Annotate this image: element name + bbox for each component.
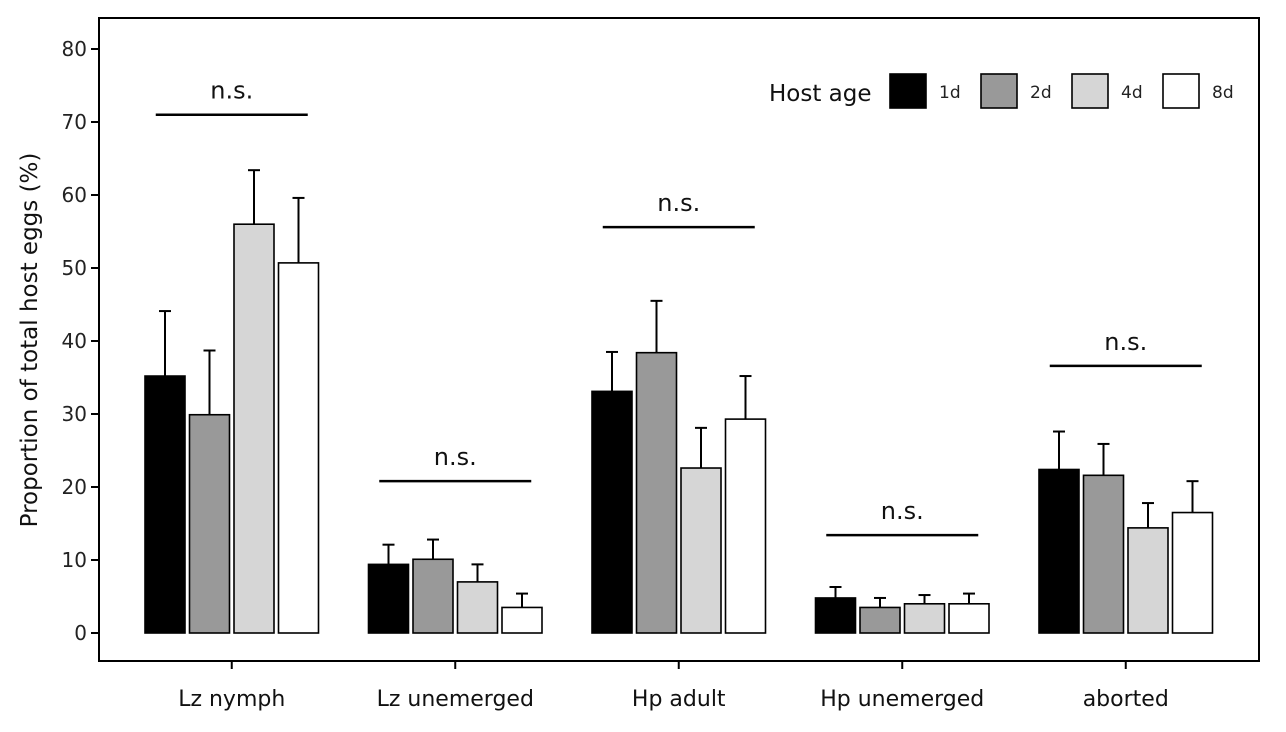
x-tick-label: Hp adult (632, 687, 726, 712)
bar (903, 602, 946, 634)
legend-title: Host age (769, 81, 872, 107)
bar (1127, 527, 1169, 634)
legend-key (889, 73, 927, 109)
bar (144, 375, 186, 634)
bar (859, 606, 901, 634)
y-tick-label: 20 (62, 475, 87, 499)
bar (1038, 468, 1080, 634)
significance-label: n.s. (881, 497, 924, 525)
y-tick-label: 50 (62, 256, 87, 280)
significance-label: n.s. (434, 443, 477, 471)
y-tick-label: 30 (62, 402, 87, 426)
legend-label: 8d (1212, 83, 1234, 103)
x-tick-label: aborted (1083, 687, 1169, 712)
x-tick-label: Lz unemerged (377, 687, 534, 712)
bar (680, 467, 722, 634)
bar (277, 262, 320, 634)
y-axis-title: Proportion of total host eggs (%) (17, 153, 43, 528)
significance-annotations: n.s. n.s. n.s. n.s. n.s. (155, 77, 1202, 537)
bars-layer (144, 223, 1214, 634)
bar (188, 413, 231, 634)
bar (367, 563, 410, 634)
bar (724, 418, 767, 634)
bar (233, 223, 275, 634)
bar (635, 351, 678, 634)
significance-label: n.s. (657, 189, 700, 217)
y-tick-label: 60 (62, 183, 87, 207)
bar (501, 606, 543, 634)
legend-label: 2d (1030, 83, 1052, 103)
legend-key (1071, 73, 1109, 109)
y-tick-label: 10 (62, 548, 87, 572)
legend-label: 4d (1121, 83, 1143, 103)
error-bars-layer (159, 169, 1199, 608)
y-tick-label: 40 (62, 329, 87, 353)
y-tick-label: 0 (74, 621, 87, 645)
x-tick-label: Lz nymph (178, 687, 285, 712)
x-tick-label: Hp unemerged (820, 687, 984, 712)
x-axis: Lz nymph Lz unemerged Hp adult Hp unemerged… (178, 661, 1169, 712)
y-tick-label: 80 (62, 37, 87, 61)
legend: Host age 1d 2d 4d 8d (769, 73, 1234, 109)
y-axis: 0 10 20 30 40 50 60 70 80 (62, 37, 99, 645)
bar (948, 602, 990, 634)
significance-label: n.s. (210, 77, 253, 105)
legend-key (1162, 73, 1200, 109)
bar (412, 558, 454, 634)
bar (591, 390, 633, 634)
bar (456, 581, 499, 634)
legend-key (980, 73, 1018, 109)
bar (1082, 474, 1125, 634)
legend-label: 1d (939, 83, 961, 103)
bar (814, 597, 857, 634)
bar (1171, 511, 1214, 634)
y-tick-label: 70 (62, 110, 87, 134)
significance-label: n.s. (1104, 328, 1147, 356)
